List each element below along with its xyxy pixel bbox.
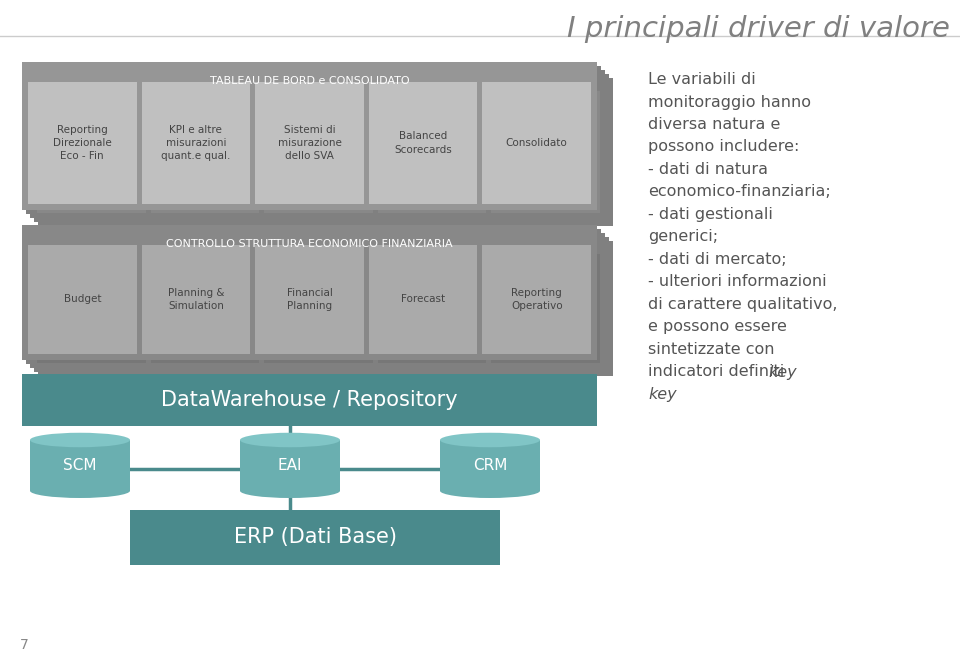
- FancyBboxPatch shape: [130, 510, 500, 565]
- Text: Budget: Budget: [63, 294, 101, 305]
- Text: Le variabili di: Le variabili di: [648, 72, 756, 87]
- FancyBboxPatch shape: [37, 254, 146, 363]
- FancyBboxPatch shape: [145, 248, 253, 357]
- FancyBboxPatch shape: [489, 251, 597, 360]
- FancyBboxPatch shape: [28, 82, 136, 204]
- Text: SCM: SCM: [63, 458, 97, 473]
- FancyBboxPatch shape: [30, 233, 605, 368]
- FancyBboxPatch shape: [30, 440, 130, 491]
- Ellipse shape: [240, 433, 340, 447]
- Text: economico-finanziaria;: economico-finanziaria;: [648, 184, 830, 199]
- Text: Planning &
Simulation: Planning & Simulation: [168, 288, 224, 311]
- FancyBboxPatch shape: [374, 88, 484, 210]
- Text: Reporting
Operativo: Reporting Operativo: [511, 288, 563, 311]
- Text: CRM: CRM: [473, 458, 507, 473]
- FancyBboxPatch shape: [34, 237, 609, 372]
- Text: generici;: generici;: [648, 230, 718, 245]
- FancyBboxPatch shape: [261, 88, 370, 210]
- FancyBboxPatch shape: [26, 229, 601, 364]
- Text: Consolidato: Consolidato: [506, 138, 567, 148]
- FancyBboxPatch shape: [264, 254, 372, 363]
- Ellipse shape: [440, 433, 540, 447]
- FancyBboxPatch shape: [378, 91, 487, 213]
- FancyBboxPatch shape: [486, 85, 594, 207]
- Text: DataWarehouse / Repository: DataWarehouse / Repository: [161, 390, 458, 410]
- FancyBboxPatch shape: [37, 91, 146, 213]
- FancyBboxPatch shape: [38, 78, 613, 226]
- FancyBboxPatch shape: [22, 374, 597, 426]
- Text: - dati di mercato;: - dati di mercato;: [648, 252, 786, 267]
- FancyBboxPatch shape: [369, 82, 477, 204]
- FancyBboxPatch shape: [482, 245, 591, 354]
- FancyBboxPatch shape: [440, 440, 540, 491]
- FancyBboxPatch shape: [489, 88, 597, 210]
- Text: EAI: EAI: [277, 458, 302, 473]
- FancyBboxPatch shape: [482, 82, 591, 204]
- FancyBboxPatch shape: [492, 254, 600, 363]
- Text: key: key: [648, 387, 677, 402]
- Text: 7: 7: [20, 638, 29, 651]
- Text: Sistemi di
misurazione
dello SVA: Sistemi di misurazione dello SVA: [277, 125, 342, 161]
- FancyBboxPatch shape: [261, 251, 370, 360]
- FancyBboxPatch shape: [372, 248, 480, 357]
- Text: Reporting
Direzionale
Eco - Fin: Reporting Direzionale Eco - Fin: [53, 125, 111, 161]
- FancyBboxPatch shape: [240, 440, 340, 491]
- Text: possono includere:: possono includere:: [648, 139, 800, 154]
- FancyBboxPatch shape: [486, 248, 594, 357]
- Text: - dati gestionali: - dati gestionali: [648, 207, 773, 222]
- FancyBboxPatch shape: [378, 254, 487, 363]
- FancyBboxPatch shape: [148, 88, 256, 210]
- FancyBboxPatch shape: [372, 85, 480, 207]
- Text: di carattere qualitativo,: di carattere qualitativo,: [648, 297, 837, 312]
- FancyBboxPatch shape: [34, 88, 143, 210]
- Text: ERP (Dati Base): ERP (Dati Base): [233, 527, 396, 547]
- FancyBboxPatch shape: [151, 254, 259, 363]
- Text: sintetizzate con: sintetizzate con: [648, 342, 775, 357]
- FancyBboxPatch shape: [142, 245, 251, 354]
- FancyBboxPatch shape: [142, 82, 251, 204]
- FancyBboxPatch shape: [374, 251, 484, 360]
- FancyBboxPatch shape: [34, 74, 609, 222]
- FancyBboxPatch shape: [31, 85, 139, 207]
- FancyBboxPatch shape: [26, 66, 601, 214]
- Text: - dati di natura: - dati di natura: [648, 162, 768, 177]
- FancyBboxPatch shape: [255, 245, 364, 354]
- Text: key: key: [768, 365, 797, 380]
- FancyBboxPatch shape: [255, 82, 364, 204]
- FancyBboxPatch shape: [264, 91, 372, 213]
- Text: diversa natura e: diversa natura e: [648, 117, 780, 132]
- Text: - ulteriori informazioni: - ulteriori informazioni: [648, 275, 827, 290]
- Ellipse shape: [440, 484, 540, 498]
- Text: TABLEAU DE BORD e CONSOLIDATO: TABLEAU DE BORD e CONSOLIDATO: [209, 76, 409, 86]
- Text: monitoraggio hanno: monitoraggio hanno: [648, 94, 811, 109]
- FancyBboxPatch shape: [492, 91, 600, 213]
- Text: Balanced
Scorecards: Balanced Scorecards: [395, 132, 452, 154]
- FancyBboxPatch shape: [145, 85, 253, 207]
- Text: CONTROLLO STRUTTURA ECONOMICO FINANZIARIA: CONTROLLO STRUTTURA ECONOMICO FINANZIARI…: [166, 239, 453, 249]
- FancyBboxPatch shape: [28, 245, 136, 354]
- FancyBboxPatch shape: [369, 245, 477, 354]
- Text: e possono essere: e possono essere: [648, 320, 787, 335]
- FancyBboxPatch shape: [38, 241, 613, 376]
- FancyBboxPatch shape: [22, 62, 597, 210]
- FancyBboxPatch shape: [258, 248, 367, 357]
- Ellipse shape: [240, 484, 340, 498]
- Ellipse shape: [30, 484, 130, 498]
- FancyBboxPatch shape: [34, 251, 143, 360]
- FancyBboxPatch shape: [258, 85, 367, 207]
- FancyBboxPatch shape: [31, 248, 139, 357]
- Ellipse shape: [30, 433, 130, 447]
- FancyBboxPatch shape: [22, 225, 597, 360]
- Text: Forecast: Forecast: [401, 294, 445, 305]
- Text: KPI e altre
misurazioni
quant.e qual.: KPI e altre misurazioni quant.e qual.: [161, 125, 230, 161]
- FancyBboxPatch shape: [148, 251, 256, 360]
- Text: I principali driver di valore: I principali driver di valore: [567, 15, 950, 43]
- Text: Financial
Planning: Financial Planning: [287, 288, 332, 311]
- FancyBboxPatch shape: [30, 70, 605, 218]
- Text: indicatori definiti: indicatori definiti: [648, 365, 789, 380]
- FancyBboxPatch shape: [151, 91, 259, 213]
